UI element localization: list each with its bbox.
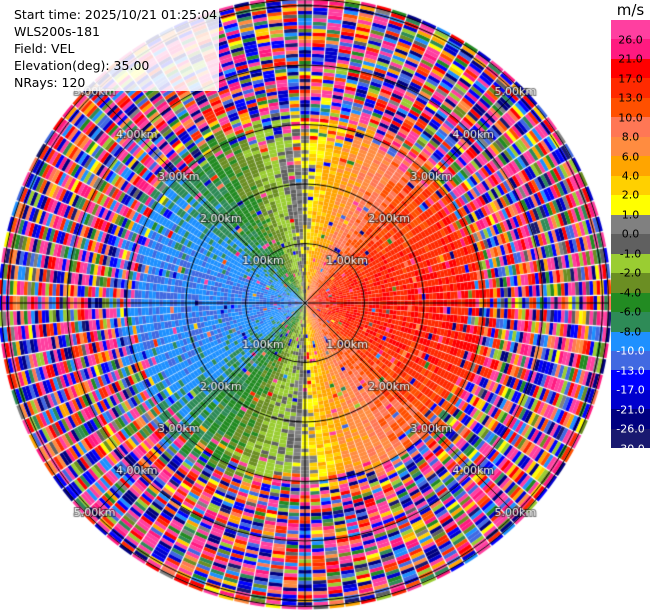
colorbar-tick-label: 4.0 [621, 169, 640, 183]
colorbar-unit-label: m/s [616, 1, 645, 19]
colorbar-step [611, 136, 650, 157]
colorbar-tick-label: 6.0 [621, 150, 640, 164]
colorbar-step [611, 428, 650, 449]
colorbar-tick-label: -26.0 [616, 422, 645, 436]
colorbar-tick-label: 0.0 [621, 227, 640, 241]
colorbar-step [611, 409, 650, 429]
colorbar-step [611, 312, 650, 332]
colorbar-step [611, 292, 650, 313]
colorbar-tick-label: 17.0 [618, 72, 643, 86]
field-text: Field: VEL [14, 41, 75, 56]
colorbar-tick-label: -10.0 [616, 344, 645, 358]
colorbar-tick-label: -4.0 [619, 286, 642, 300]
colorbar-tick-label: 10.0 [618, 111, 643, 125]
colorbar-tick-label: 26.0 [618, 33, 643, 47]
colorbar-step [611, 234, 650, 254]
colorbar-step [611, 195, 650, 215]
colorbar-tick-label: -1.0 [619, 247, 642, 261]
colorbar-tick-label: 8.0 [621, 130, 640, 144]
colorbar-step [611, 97, 650, 118]
colorbar-tick-label: -6.0 [619, 305, 642, 319]
colorbar-step [611, 350, 650, 371]
colorbar-tick-label: 2.0 [621, 188, 640, 202]
colorbar-step [611, 156, 650, 176]
colorbar-tick-label: -2.0 [619, 266, 642, 280]
radar-ppi-plot [0, 0, 611, 610]
colorbar-step [611, 273, 650, 293]
instrument-text: WLS200s-181 [14, 24, 100, 39]
colorbar-step [611, 331, 650, 351]
elevation-text: Elevation(deg): 35.00 [14, 58, 150, 73]
colorbar-tick-label: 21.0 [618, 52, 643, 66]
scan-info-panel: Start time: 2025/10/21 01:25:04 WLS200s-… [12, 6, 220, 91]
colorbar-tick-label: -13.0 [616, 364, 645, 378]
start-time-text: Start time: 2025/10/21 01:25:04 [14, 7, 218, 22]
colorbar-step [611, 78, 650, 98]
colorbar-step [611, 214, 650, 235]
colorbar-step [611, 39, 650, 59]
colorbar-tick-label: -17.0 [616, 383, 645, 397]
velocity-colorbar: m/s 26.0 21.0 17.0 13.0 10.0 8.0 6.0 4.0 2.0 1.0 0… [611, 0, 650, 610]
colorbar-step [611, 175, 650, 196]
colorbar-tick-label: -30.0 [616, 442, 645, 456]
colorbar-tick-label: 1.0 [621, 208, 640, 222]
colorbar-step [611, 20, 650, 40]
colorbar-tick-label: 13.0 [618, 91, 643, 105]
colorbar-tick-label: -21.0 [616, 403, 645, 417]
colorbar-step [611, 117, 650, 137]
colorbar-tick-label: -8.0 [619, 325, 642, 339]
colorbar-step [611, 370, 650, 390]
colorbar-step [611, 58, 650, 79]
colorbar-step [611, 253, 650, 274]
colorbar-step [611, 389, 650, 410]
nrays-text: NRays: 120 [14, 75, 86, 90]
